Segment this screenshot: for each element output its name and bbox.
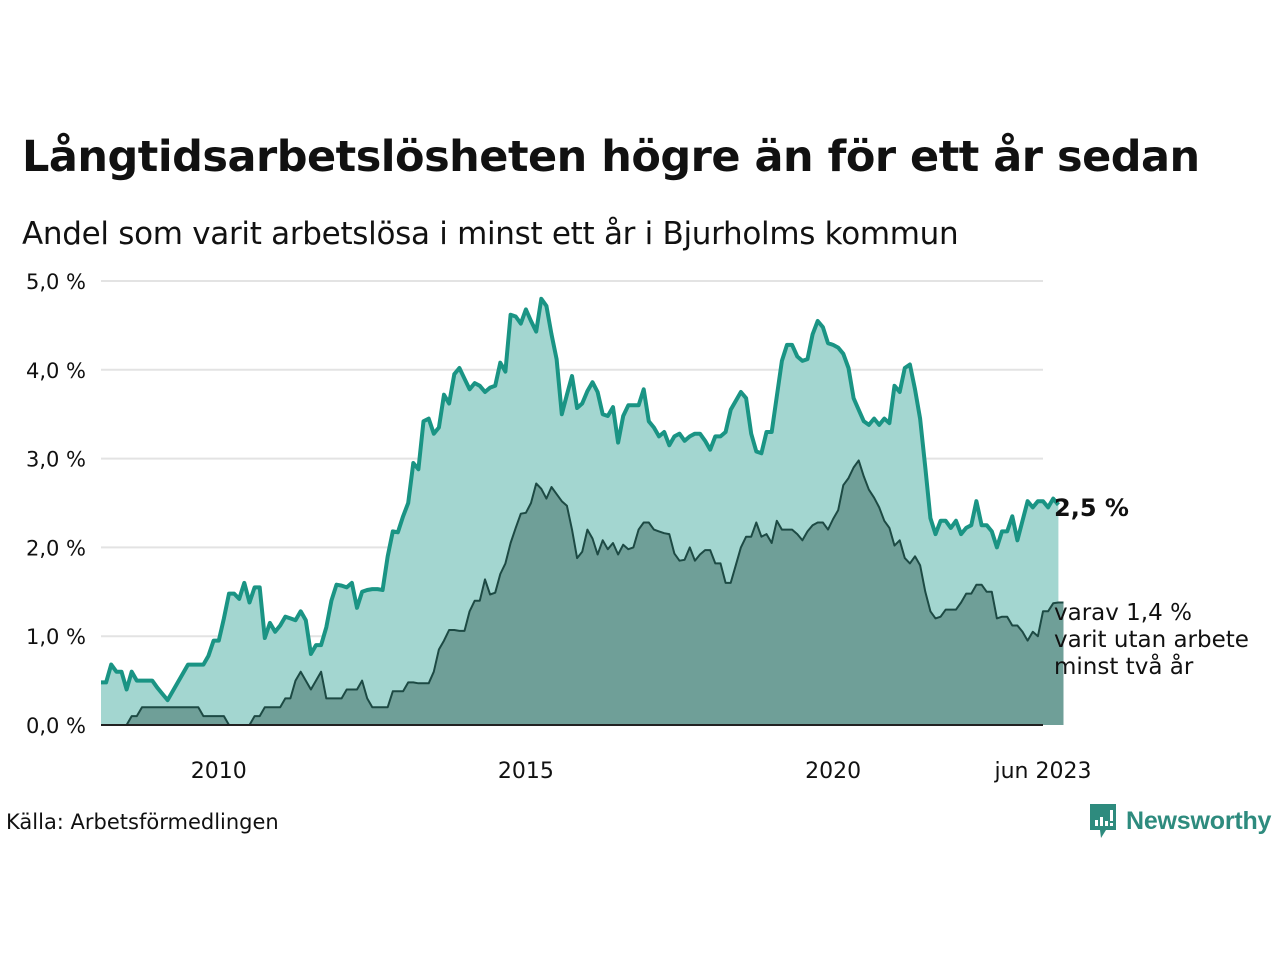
y-tick-label: 3,0 % — [26, 448, 86, 472]
newsworthy-logo-icon — [1090, 804, 1116, 838]
end-label-series2-line3: minst två år — [1054, 652, 1194, 680]
newsworthy-logo[interactable]: Newsworthy — [1088, 802, 1271, 840]
y-tick-label: 4,0 % — [26, 359, 86, 383]
x-tick-label: jun 2023 — [994, 759, 1092, 784]
line-min-one-year — [101, 296, 1060, 703]
brand-name: Newsworthy — [1126, 806, 1272, 835]
end-label-series2-line2: varit utan arbete — [1054, 627, 1249, 653]
y-axis: 0,0 % 1,0 % 2,0 % 3,0 % 4,0 % 5,0 % — [26, 270, 86, 738]
chart-subtitle: Andel som varit arbetslösa i minst ett å… — [22, 216, 959, 252]
x-axis: 2010 2015 2020 jun 2023 — [191, 759, 1092, 784]
y-tick-label: 2,0 % — [26, 536, 86, 560]
y-tick-label: 5,0 % — [26, 270, 86, 294]
end-label-series2-line1: varav 1,4 % — [1054, 600, 1192, 626]
series-areas — [101, 296, 1064, 726]
source-note: Källa: Arbetsförmedlingen — [6, 810, 279, 834]
x-tick-label: 2020 — [805, 759, 861, 784]
area-min-two-years — [101, 460, 1064, 725]
end-label-series1: 2,5 % — [1054, 494, 1129, 522]
end-labels: 2,5 % varav 1,4 % varit utan arbete mins… — [1054, 494, 1249, 680]
x-tick-label: 2015 — [498, 759, 554, 784]
x-tick-label: 2010 — [191, 759, 247, 784]
y-tick-label: 0,0 % — [26, 714, 86, 738]
chart-title: Långtidsarbetslösheten högre än för ett … — [22, 132, 1200, 182]
y-tick-label: 1,0 % — [26, 625, 86, 649]
line-min-two-years — [101, 459, 1064, 726]
